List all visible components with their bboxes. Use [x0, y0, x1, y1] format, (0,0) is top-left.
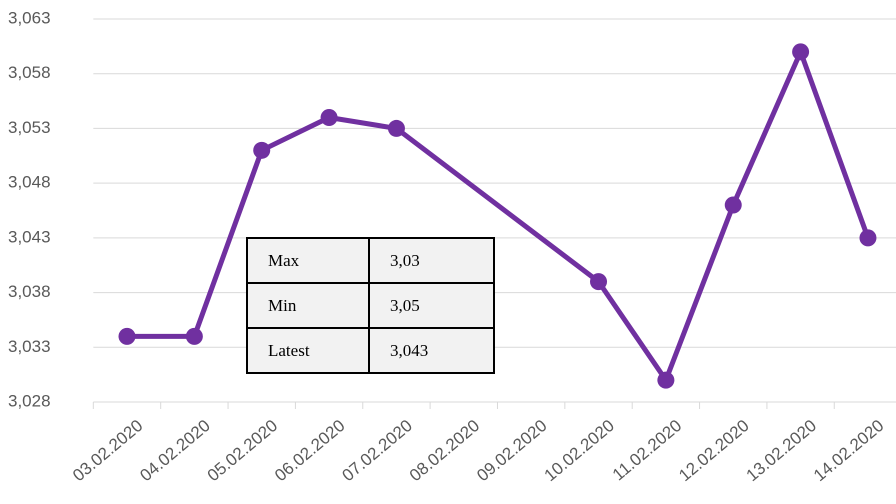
cell: Latest — [246, 327, 370, 374]
series-line — [127, 49, 871, 383]
point — [657, 371, 675, 389]
y-tick-label: 3,043 — [8, 227, 51, 246]
x-tick-label: 12.02.2020 — [675, 416, 752, 485]
y-tick-label: 3,048 — [8, 173, 51, 192]
y-tick-label: 3,038 — [8, 282, 51, 301]
cell: 3,043 — [368, 327, 495, 374]
x-tick-label: 09.02.2020 — [473, 416, 550, 485]
x-tick-label: 08.02.2020 — [406, 416, 483, 485]
point — [253, 141, 271, 159]
point — [859, 229, 877, 247]
row: Min 3,05 — [246, 282, 495, 329]
x-tick-label: 07.02.2020 — [338, 416, 415, 485]
point — [387, 119, 405, 137]
y-tick-label: 3,063 — [8, 8, 51, 27]
stats-table: Max 3,03 Min 3,05 Latest 3,043 — [246, 237, 495, 374]
point — [590, 273, 608, 291]
x-tick-label: 10.02.2020 — [541, 416, 618, 485]
point — [118, 327, 136, 345]
point — [792, 43, 810, 61]
cell: Min — [246, 282, 370, 329]
y-tick-label: 3,033 — [8, 337, 51, 356]
row: Max 3,03 — [246, 237, 495, 284]
y-tick-label: 3,058 — [8, 63, 51, 82]
y-tick-label: 3,053 — [8, 118, 51, 137]
x-tick-label: 05.02.2020 — [204, 416, 281, 485]
cell: Max — [246, 237, 370, 284]
x-tick-label: 11.02.2020 — [609, 416, 685, 484]
x-tick-label: 04.02.2020 — [136, 416, 213, 485]
x-tick-label: 13.02.2020 — [743, 416, 820, 485]
row: Latest 3,043 — [246, 327, 495, 374]
y-tick-label: 3,028 — [8, 391, 51, 410]
point — [185, 327, 203, 345]
x-tick-label: 14.02.2020 — [810, 416, 887, 485]
point — [724, 196, 742, 214]
x-tick-label: 06.02.2020 — [271, 416, 348, 485]
point — [320, 108, 338, 126]
cell: 3,03 — [368, 237, 495, 284]
x-tick-label: 03.02.2020 — [69, 416, 146, 485]
cell: 3,05 — [368, 282, 495, 329]
